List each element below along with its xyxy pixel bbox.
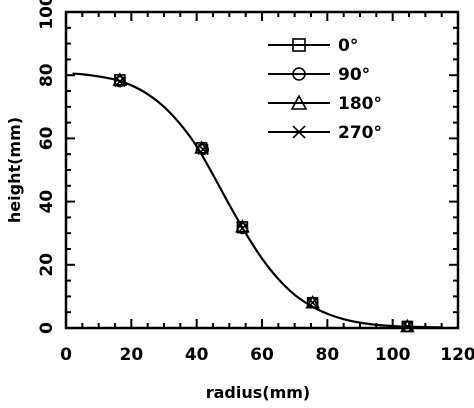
x-tick-label: 100: [375, 345, 411, 365]
legend-label: 270°: [338, 123, 382, 143]
y-tick-label: 100: [37, 0, 57, 30]
y-axis: 0 20 40 60 80 100: [37, 0, 458, 334]
data-point-cross: [114, 75, 126, 88]
x-tick-label: 0: [60, 345, 72, 365]
x-axis-label: radius(mm): [206, 383, 311, 402]
y-axis-label: height(mm): [5, 117, 24, 223]
y-tick-label: 20: [37, 253, 57, 277]
y-tick-label: 60: [37, 126, 57, 150]
data-point-cross: [197, 143, 209, 156]
x-tick-label: 80: [315, 345, 339, 365]
fit-curve: [72, 72, 442, 329]
legend-label: 90°: [338, 65, 370, 85]
legend: 0° 90° 180° 270°: [268, 36, 382, 143]
data-markers: [112, 72, 415, 333]
y-tick-label: 0: [37, 322, 57, 334]
x-tick-label: 120: [440, 345, 474, 365]
plot-frame: [64, 10, 460, 330]
legend-marker-square: [292, 38, 306, 52]
data-point-triangle: [400, 318, 415, 333]
legend-label: 0°: [338, 36, 358, 56]
legend-marker-cross: [292, 125, 306, 139]
data-point-cross: [401, 320, 413, 332]
data-point-cross: [236, 222, 248, 235]
legend-marker-triangle: [290, 94, 308, 110]
x-tick-label: 60: [250, 345, 274, 365]
x-tick-label: 40: [185, 345, 209, 365]
data-point-triangle: [305, 295, 320, 309]
data-point-cross: [307, 297, 319, 309]
y-tick-label: 80: [37, 63, 57, 87]
legend-label: 180°: [338, 94, 382, 114]
y-tick-label: 40: [37, 190, 57, 214]
x-axis: 0 20 40 60 80 100 120: [60, 12, 474, 365]
x-tick-label: 20: [119, 345, 143, 365]
legend-marker-circle: [292, 67, 306, 81]
